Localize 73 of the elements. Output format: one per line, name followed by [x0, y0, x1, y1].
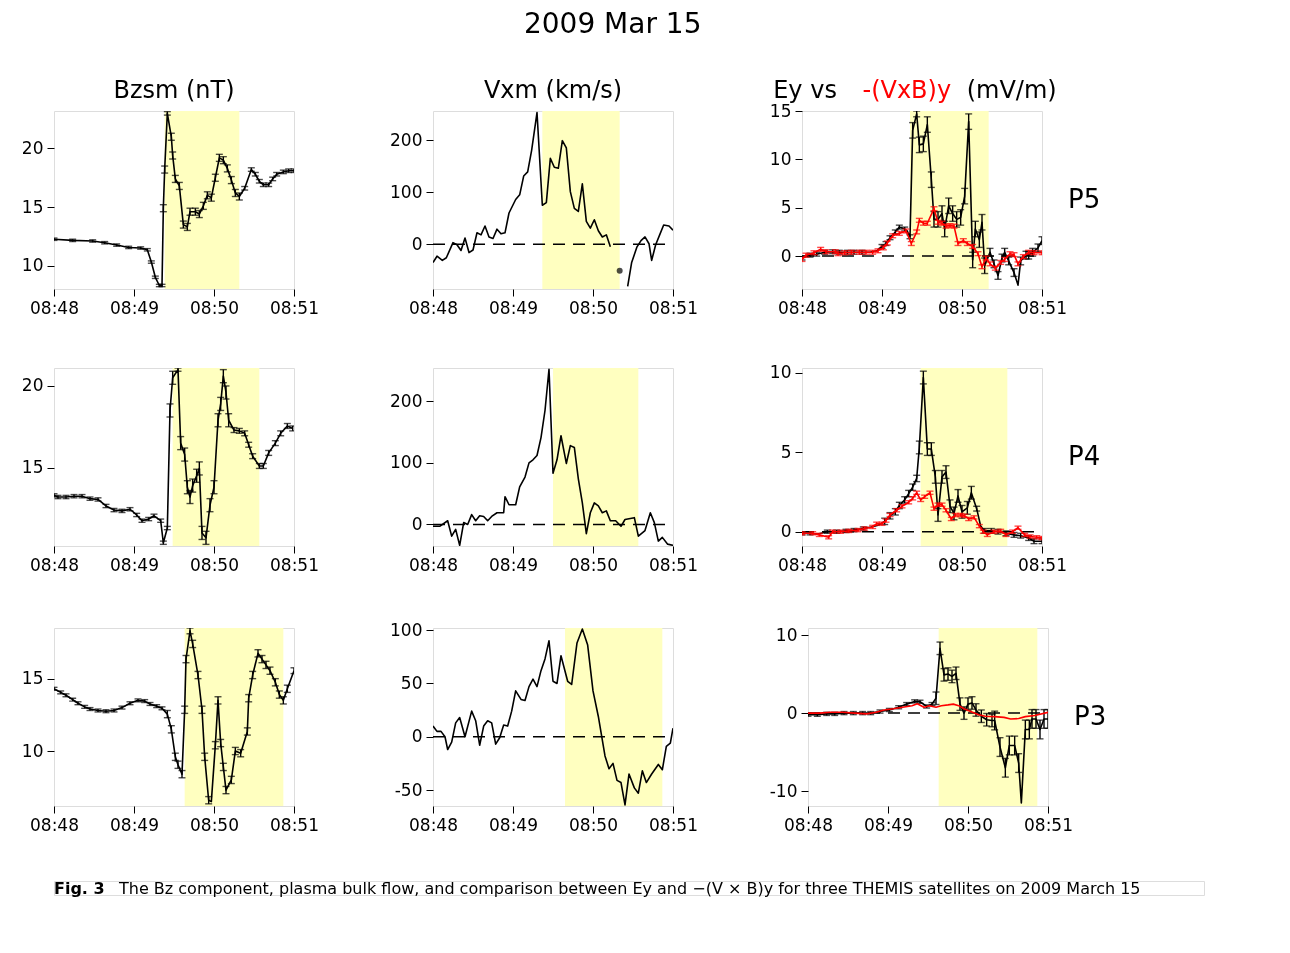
- x-tick-label: 08:48: [778, 297, 827, 318]
- y-tick-label: 0: [780, 521, 792, 542]
- y-tick-label: 200: [390, 129, 423, 150]
- y-tick-label: 10: [21, 740, 44, 761]
- x-tick-label: 08:49: [489, 297, 538, 318]
- y-tick-label: 100: [390, 452, 423, 473]
- x-tick-label: 08:51: [649, 814, 698, 835]
- text: Ey vs: [773, 76, 837, 104]
- y-tick-label: 15: [21, 668, 44, 689]
- y-tick-label: 0: [411, 726, 423, 747]
- y-tick-label: 10: [769, 362, 792, 383]
- x-tick-label: 08:51: [270, 297, 319, 318]
- chart-subtitle: Vxm (km/s): [483, 76, 623, 104]
- x-tick-label: 08:48: [409, 554, 458, 575]
- x-tick-label: 08:51: [1024, 814, 1073, 835]
- x-tick-label: 08:51: [649, 297, 698, 318]
- x-tick-label: 08:48: [30, 814, 79, 835]
- x-tick-label: 08:49: [110, 814, 159, 835]
- y-axis-title: (mV/m): [966, 76, 1057, 104]
- x-tick-label: 08:50: [190, 297, 239, 318]
- text: P5: [1068, 184, 1101, 214]
- x-tick-label: 08:48: [409, 814, 458, 835]
- x-tick-label: 08:50: [569, 554, 618, 575]
- x-tick-label: 08:51: [649, 554, 698, 575]
- x-tick-label: 08:48: [30, 554, 79, 575]
- x-tick-label: 08:51: [1018, 297, 1067, 318]
- x-tick-label: 08:50: [944, 814, 993, 835]
- x-tick-label: 08:49: [858, 554, 907, 575]
- text: P3: [1074, 701, 1107, 731]
- y-tick-label: 50: [400, 672, 423, 693]
- chart-title: 2009 Mar 15: [523, 6, 702, 40]
- x-tick-label: 08:49: [858, 297, 907, 318]
- y-tick-label: 20: [21, 137, 44, 158]
- y-tick-label: 15: [21, 457, 44, 478]
- x-tick-label: 08:50: [190, 554, 239, 575]
- y-tick-label: 100: [390, 181, 423, 202]
- x-tick-label: 08:48: [778, 554, 827, 575]
- caption: Fig. 3: [54, 879, 105, 898]
- y-tick-label: 15: [21, 196, 44, 217]
- y-tick-label: 0: [780, 245, 792, 266]
- x-tick-label: 08:48: [30, 297, 79, 318]
- text: The Bz component, plasma bulk flow, and comparison between Ey and −(V × B)y for three THEMIS satellites on 2009 March 15: [118, 879, 1141, 898]
- y-tick-label: 5: [780, 441, 792, 462]
- x-tick-label: 08:49: [489, 554, 538, 575]
- x-tick-label: 08:50: [938, 297, 987, 318]
- x-tick-label: 08:49: [110, 554, 159, 575]
- x-tick-label: 08:48: [409, 297, 458, 318]
- x-tick-label: 08:49: [489, 814, 538, 835]
- y-tick-label: 100: [390, 619, 423, 640]
- y-tick-label: 0: [411, 513, 423, 534]
- y-tick-label: -10: [769, 780, 798, 801]
- x-tick-label: 08:50: [569, 814, 618, 835]
- y-tick-label: 10: [769, 148, 792, 169]
- y-tick-label: 0: [411, 233, 423, 254]
- x-tick-label: 08:51: [1018, 554, 1067, 575]
- x-tick-label: 08:49: [864, 814, 913, 835]
- y-tick-label: -50: [394, 779, 423, 800]
- x-tick-label: 08:50: [190, 814, 239, 835]
- x-tick-label: 08:50: [569, 297, 618, 318]
- x-tick-label: 08:51: [270, 554, 319, 575]
- text: -(VxB)y: [862, 76, 952, 104]
- x-tick-label: 08:49: [110, 297, 159, 318]
- y-tick-label: 20: [21, 375, 44, 396]
- x-tick-label: 08:51: [270, 814, 319, 835]
- y-tick-label: 10: [21, 255, 44, 276]
- x-tick-label: 08:48: [784, 814, 833, 835]
- text: P4: [1068, 441, 1101, 471]
- y-tick-label: 5: [780, 197, 792, 218]
- y-tick-label: 200: [390, 390, 423, 411]
- y-tick-label: 0: [786, 702, 798, 723]
- x-tick-label: 08:50: [938, 554, 987, 575]
- chart-title: Bzsm (nT): [113, 76, 235, 104]
- y-tick-label: 10: [775, 624, 798, 645]
